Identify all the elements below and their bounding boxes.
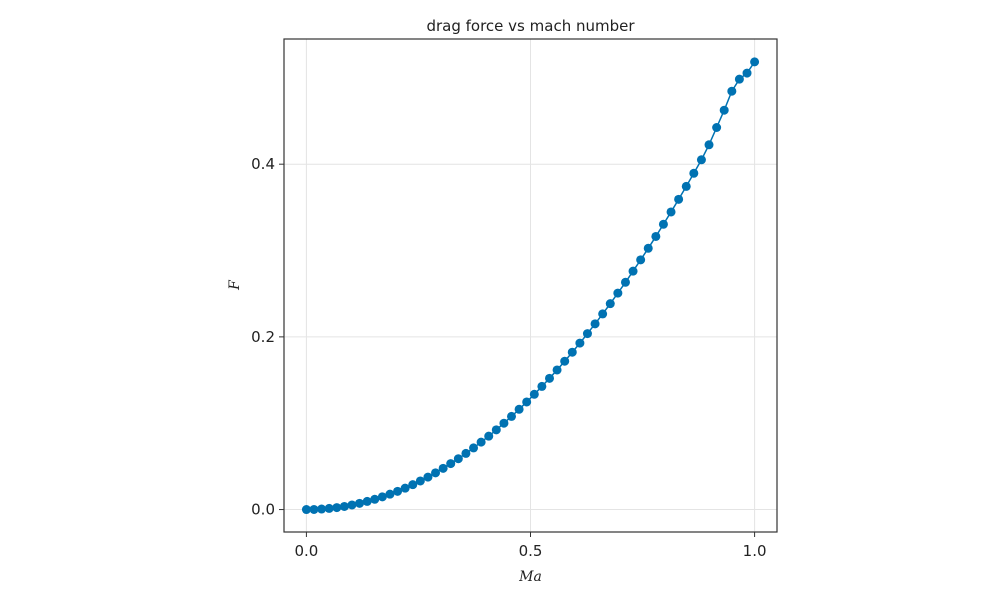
data-point <box>385 489 395 499</box>
data-point <box>461 448 471 458</box>
axis-ticks: 0.0 0.5 1.0 0.0 0.2 0.4 <box>251 155 766 560</box>
x-tick-label: 0.0 <box>294 542 318 560</box>
data-point <box>355 498 365 508</box>
data-point <box>370 494 380 504</box>
data-point <box>377 492 387 502</box>
data-point <box>469 443 479 453</box>
y-axis-label: F <box>227 279 243 291</box>
data-point <box>408 480 418 490</box>
data-point <box>742 68 752 78</box>
y-tick-label: 0.0 <box>251 501 275 519</box>
x-tick-label: 0.5 <box>519 542 543 560</box>
data-point <box>613 288 623 298</box>
data-point <box>598 309 608 319</box>
data-point <box>339 501 349 511</box>
data-point <box>431 468 441 478</box>
data-point <box>689 168 699 178</box>
data-point <box>651 231 661 241</box>
data-point <box>301 505 311 515</box>
data-point <box>393 486 403 496</box>
data-point <box>529 389 539 399</box>
data-point <box>643 243 653 253</box>
grid-lines <box>284 39 777 532</box>
data-point <box>415 476 425 486</box>
data-point <box>658 219 668 229</box>
data-point <box>620 277 630 287</box>
data-point <box>567 347 577 357</box>
data-point <box>506 411 516 421</box>
data-point <box>560 356 570 366</box>
y-tick-label: 0.2 <box>251 328 275 346</box>
data-point <box>522 397 532 407</box>
data-point <box>423 472 433 482</box>
data-point <box>317 504 327 514</box>
data-point <box>545 373 555 383</box>
data-series <box>301 57 760 515</box>
data-point <box>636 255 646 265</box>
data-point <box>347 500 357 510</box>
x-axis-label: Ma <box>518 569 542 585</box>
data-point <box>499 418 509 428</box>
x-tick-label: 1.0 <box>743 542 767 560</box>
data-point <box>514 404 524 414</box>
data-point <box>750 57 760 67</box>
data-point <box>582 329 592 339</box>
data-point <box>476 437 486 447</box>
data-point <box>704 140 714 150</box>
data-point <box>590 319 600 329</box>
data-point <box>324 503 334 513</box>
data-point <box>552 365 562 375</box>
data-point <box>332 503 342 513</box>
data-point <box>605 299 615 309</box>
data-point <box>309 504 319 514</box>
data-point <box>674 194 684 204</box>
data-point <box>453 454 463 464</box>
data-point <box>734 74 744 84</box>
chart-title: drag force vs mach number <box>426 17 635 35</box>
data-point <box>712 122 722 132</box>
data-point <box>727 86 737 96</box>
data-point <box>719 105 729 115</box>
data-point <box>537 381 547 391</box>
data-point <box>400 483 410 493</box>
data-point <box>628 266 638 276</box>
y-tick-label: 0.4 <box>251 155 275 173</box>
data-point <box>666 207 676 217</box>
data-point <box>696 155 706 165</box>
data-point <box>484 431 494 441</box>
data-point <box>575 338 585 348</box>
data-point <box>446 459 456 469</box>
data-point <box>681 181 691 191</box>
data-point <box>438 463 448 473</box>
data-point <box>362 496 372 506</box>
data-point <box>491 425 501 435</box>
